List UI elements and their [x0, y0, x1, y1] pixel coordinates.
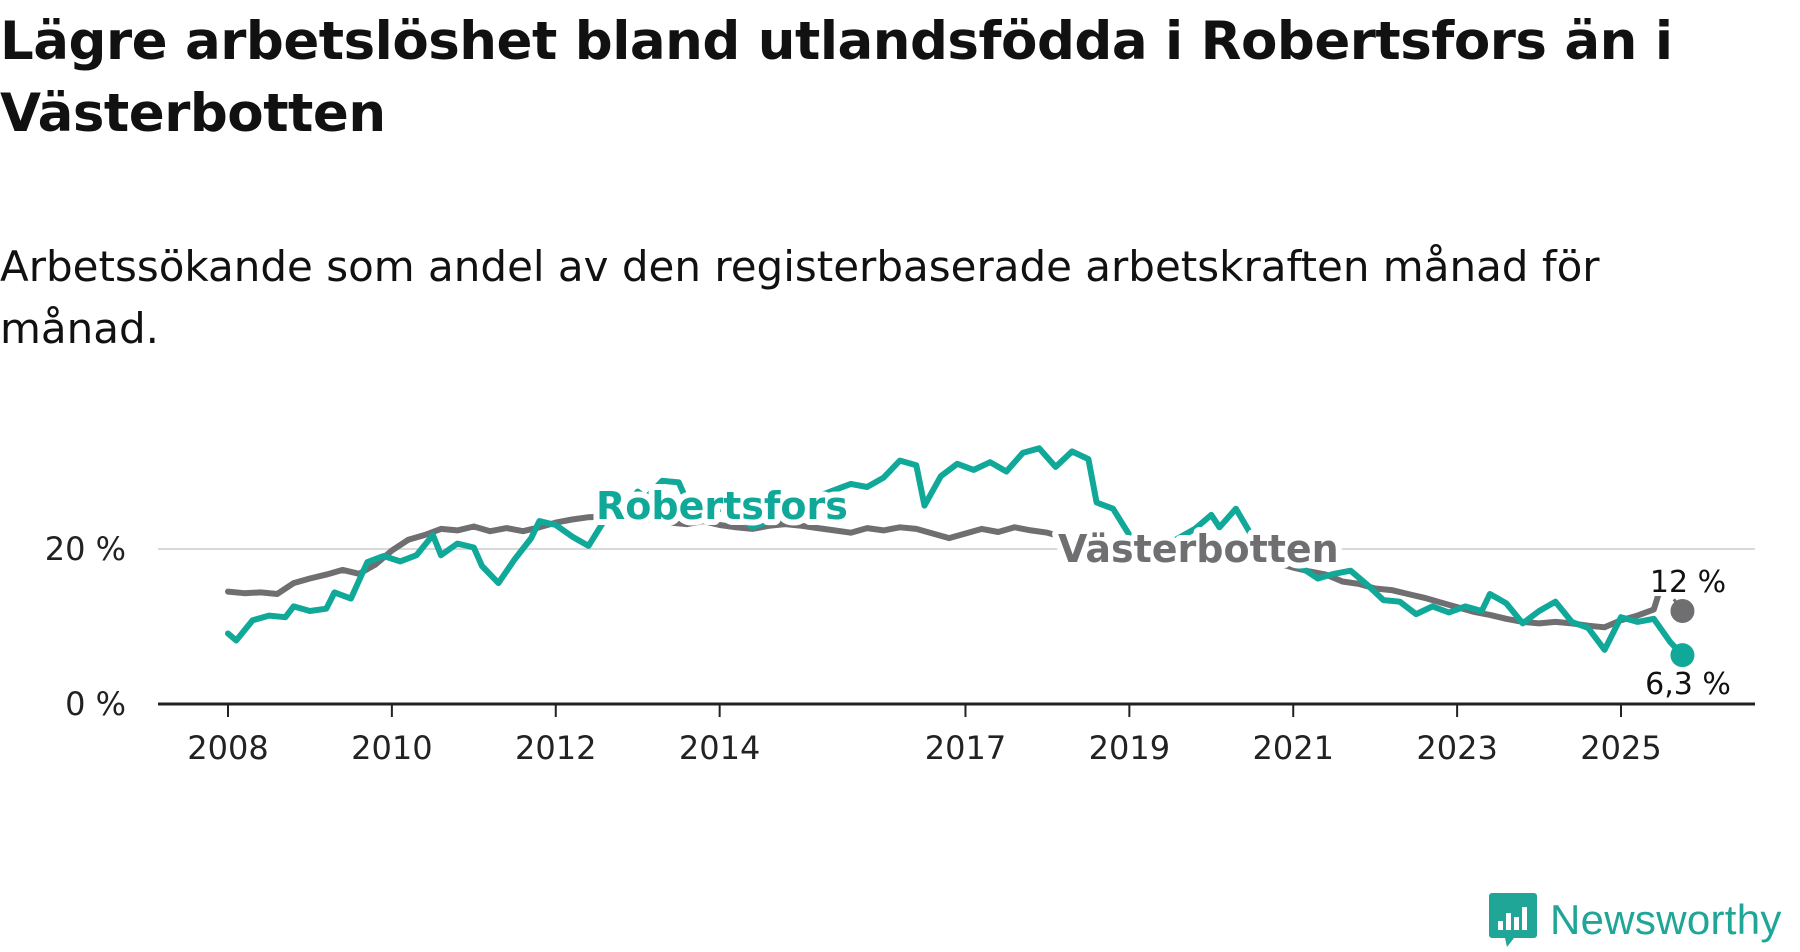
x-tick-label: 2023: [1416, 729, 1497, 767]
x-axis: 0 % 20 % 2008 2010 2012 2014 2017 2019 2021 2023 2…: [45, 530, 1755, 767]
series-label-västerbotten: Västerbotten: [1058, 527, 1339, 571]
x-tick-label: 2021: [1253, 729, 1334, 767]
line-chart: 0 % 20 % 2008 2010 2012 2014 2017 2019 2021 2023 2…: [45, 445, 1755, 767]
y-tick-label: 20 %: [45, 530, 126, 568]
label-layer: Robertsfors Västerbotten 12 % 6,3 %: [590, 478, 1735, 706]
newsworthy-logo-icon: [1489, 893, 1537, 947]
x-tick-label: 2025: [1580, 729, 1661, 767]
chart-title: Lägre arbetslöshet bland utlandsfödda i …: [0, 11, 1673, 144]
series-layer: [225, 445, 1695, 668]
end-value-label-västerbotten: 12 %: [1650, 565, 1726, 600]
x-tick-label: 2008: [187, 729, 268, 767]
series-line-västerbotten: [225, 512, 1665, 631]
x-tick-label: 2012: [515, 729, 596, 767]
brand-name: Newsworthy: [1550, 896, 1782, 943]
series-label-robertsfors: Robertsfors: [596, 484, 848, 528]
newsworthy-brand[interactable]: Newsworthy: [1488, 888, 1782, 952]
x-tick-label: 2010: [351, 729, 432, 767]
x-tick-label: 2017: [925, 729, 1006, 767]
x-tick-label: 2019: [1089, 729, 1170, 767]
series-line-robertsfors: [225, 445, 1686, 659]
end-value-label-robertsfors: 6,3 %: [1645, 667, 1731, 702]
x-tick-label: 2014: [679, 729, 760, 767]
series-end-point-västerbotten: [1670, 599, 1695, 623]
chart-subtitle: Arbetssökande som andel av den registerb…: [0, 242, 1600, 353]
series-end-point-robertsfors: [1670, 643, 1695, 668]
y-tick-label: 0 %: [65, 685, 126, 723]
